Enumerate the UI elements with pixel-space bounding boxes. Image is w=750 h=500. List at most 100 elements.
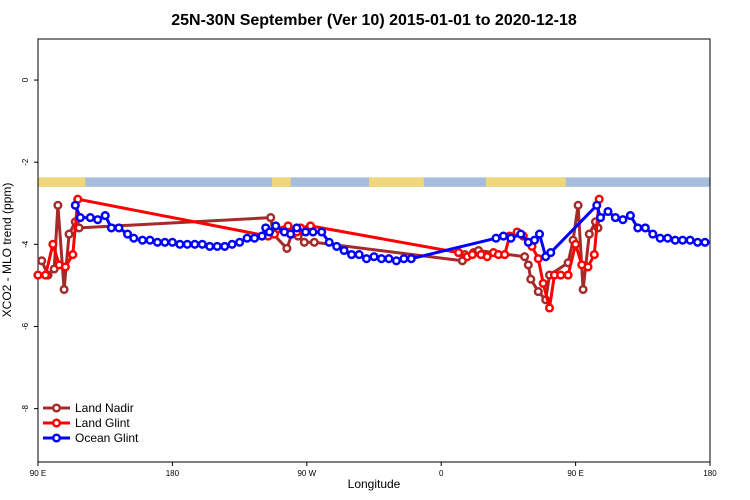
series-land-nadir: [37, 200, 603, 305]
ocean-glint-point: [137, 235, 148, 245]
ocean-glint-point: [308, 227, 318, 237]
ocean-glint-point: [114, 223, 124, 233]
ocean-glint-point: [618, 215, 628, 225]
plot-area-frame: [37, 38, 711, 463]
ocean-glint-point: [93, 215, 103, 225]
land-glint-point: [454, 248, 464, 258]
ocean-glint-point: [249, 233, 260, 243]
land-mask-band: [38, 177, 710, 187]
series-layer: [33, 194, 710, 313]
y-tick-label: -4: [21, 240, 30, 248]
ocean-glint-point: [610, 213, 620, 223]
series-ocean-glint: [70, 200, 710, 266]
ocean-glint-point: [376, 254, 387, 264]
y-tick-label: -2: [21, 158, 30, 166]
ocean-glint-point: [197, 239, 207, 249]
land-strip: [486, 177, 566, 187]
ocean-glint-point: [369, 252, 379, 262]
ocean-glint-point: [106, 223, 116, 233]
ocean-glint-point: [182, 239, 192, 249]
land-glint-point: [60, 262, 70, 272]
ocean-glint-point: [227, 239, 237, 249]
x-axis-label: Longitude: [348, 477, 401, 491]
ocean-glint-point: [324, 237, 334, 247]
ocean-glint-point: [595, 213, 606, 223]
land-glint-point: [482, 252, 492, 262]
ocean-glint-point: [271, 221, 281, 231]
land-nadir-point: [309, 237, 319, 247]
ocean-glint-point: [145, 235, 155, 245]
ocean-glint-point: [678, 235, 688, 245]
ocean-glint-point: [648, 229, 658, 239]
ocean-glint-point: [70, 200, 80, 210]
ocean-glint-point: [406, 254, 416, 264]
land-nadir-point: [526, 274, 536, 284]
ocean-glint-point: [498, 231, 508, 241]
land-glint-point: [538, 278, 548, 288]
land-glint-point: [571, 239, 581, 249]
ocean-glint-point: [235, 237, 245, 247]
ocean-glint-point: [670, 235, 680, 245]
legend-label: Ocean Glint: [75, 431, 139, 445]
land-glint-point: [556, 270, 566, 280]
land-nadir-point: [266, 213, 276, 223]
y-tick-label: -8: [21, 405, 30, 413]
ocean-glint-point: [546, 248, 556, 258]
legend-label: Land Glint: [75, 416, 130, 430]
land-nadir-point: [37, 256, 47, 266]
ocean-glint-point: [529, 235, 540, 245]
legend-swatch-point: [51, 433, 62, 443]
land-glint-line: [38, 197, 601, 310]
ocean-glint-point: [534, 229, 545, 239]
land-nadir-point: [573, 200, 583, 210]
ocean-glint-point: [663, 233, 673, 243]
x-axis: 90 E 180 90 W 0 90 E 180: [30, 462, 717, 478]
land-nadir-point: [64, 229, 74, 239]
y-axis-label: XCO2 - MLO trend (ppm): [0, 183, 14, 318]
ocean-glint-point: [129, 233, 139, 243]
legend-swatch-point: [51, 403, 62, 413]
ocean-glint-point: [257, 231, 267, 241]
land-glint-point: [283, 221, 293, 231]
x-tick-label: 90 E: [30, 469, 46, 478]
series-land-glint: [33, 194, 604, 313]
x-tick-label: 180: [703, 469, 717, 478]
x-tick-label: 0: [439, 469, 444, 478]
land-nadir-point: [53, 200, 63, 210]
legend-item-land-glint: Land Glint: [43, 416, 130, 430]
ocean-glint-point: [301, 227, 311, 237]
legend-swatch-point: [51, 418, 62, 428]
ocean-glint-point: [205, 241, 215, 251]
ocean-glint-point: [264, 227, 275, 237]
ocean-glint-point: [700, 237, 710, 247]
ocean-glint-point: [286, 229, 296, 239]
ocean-glint-point: [242, 233, 252, 243]
ocean-glint-point: [693, 237, 703, 247]
land-glint-point: [48, 239, 58, 249]
y-axis: 0 -2 -4 -6 -8: [21, 77, 38, 412]
ocean-glint-point: [506, 233, 516, 243]
ocean-glint-point: [592, 200, 602, 210]
ocean-glint-point: [167, 237, 177, 247]
land-glint-point: [33, 270, 43, 280]
ocean-glint-point: [384, 254, 394, 264]
legend-label: Land Nadir: [75, 401, 134, 415]
land-glint-point: [500, 250, 510, 260]
ocean-glint-point: [75, 213, 85, 223]
ocean-glint-point: [516, 229, 526, 239]
ocean-glint-point: [391, 256, 401, 266]
ocean-glint-point: [361, 254, 372, 264]
ocean-glint-point: [399, 254, 409, 264]
y-tick-label: -6: [21, 322, 30, 330]
land-glint-point: [589, 250, 599, 260]
land-strip: [369, 177, 424, 187]
ocean-glint-point: [339, 245, 349, 256]
land-nadir-point: [520, 252, 530, 262]
ocean-glint-point: [317, 227, 327, 237]
ocean-glint-point: [190, 239, 200, 249]
land-nadir-point: [523, 260, 533, 270]
land-strip: [38, 177, 86, 187]
ocean-glint-point: [212, 241, 222, 251]
ocean-glint-point: [123, 229, 133, 239]
